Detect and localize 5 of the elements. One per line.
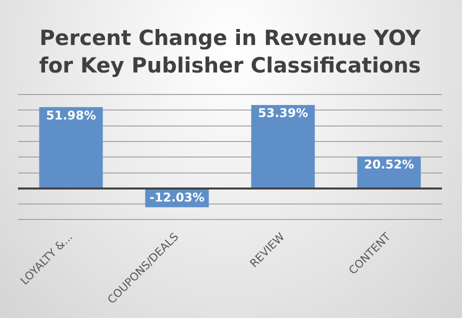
chart-title: Percent Change in Revenue YOY for Key Publisher Classifications xyxy=(39,26,422,78)
data-label: 51.98% xyxy=(46,108,96,122)
data-label: -12.03% xyxy=(150,190,204,204)
data-label: 20.52% xyxy=(364,157,414,172)
data-label: 53.39% xyxy=(258,106,308,120)
